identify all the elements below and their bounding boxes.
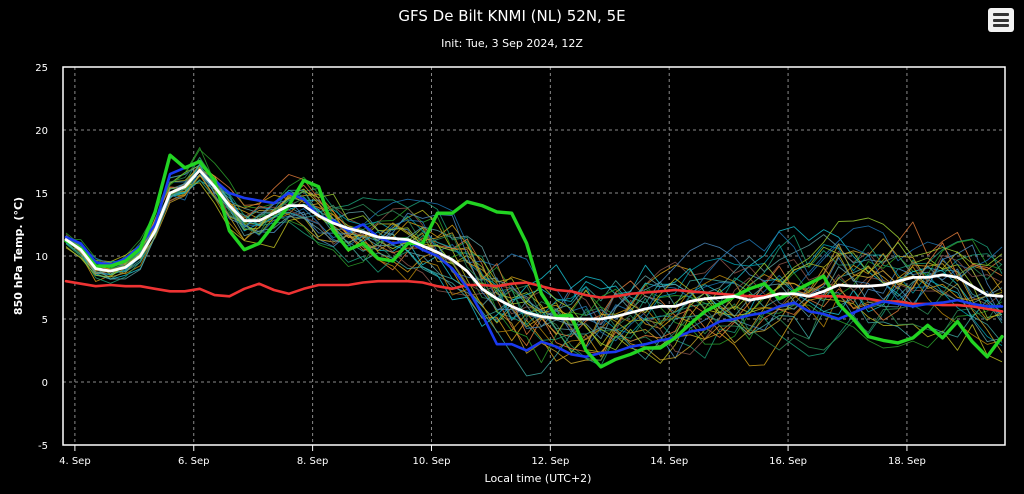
main-series — [64, 153, 1004, 369]
ensemble-mean-line — [64, 168, 1004, 321]
y-tick-label: 10 — [35, 252, 48, 263]
x-tick-label: 4. Sep — [59, 456, 91, 467]
y-tick-label: 5 — [42, 315, 48, 326]
x-tick-label: 8. Sep — [297, 456, 329, 467]
chart-subtitle: Init: Tue, 3 Sep 2024, 12Z — [441, 37, 583, 50]
x-tick-label: 6. Sep — [178, 456, 210, 467]
ensemble-member-line — [65, 182, 1003, 347]
chart-title: GFS De Bilt KNMI (NL) 52N, 5E — [398, 7, 625, 25]
ensemble-member-line — [65, 168, 1003, 367]
operational-line — [64, 153, 1004, 369]
x-axis: 4. Sep 6. Sep 8. Sep 10. Sep 12. Sep 14. Sep 1… — [59, 445, 926, 467]
y-tick-label: 0 — [42, 378, 48, 389]
x-tick-label: 18. Sep — [888, 456, 926, 467]
y-tick-label: 15 — [35, 189, 48, 200]
x-tick-label: 16. Sep — [769, 456, 807, 467]
y-axis: -5 0 5 10 15 20 25 — [35, 63, 48, 452]
y-tick-label: 25 — [35, 63, 48, 74]
y-tick-label: -5 — [38, 441, 48, 452]
y-tick-label: 20 — [35, 126, 48, 137]
climate-line — [64, 279, 1004, 313]
plot-area-border — [62, 66, 1006, 446]
x-tick-label: 14. Sep — [650, 456, 688, 467]
x-tick-label: 12. Sep — [531, 456, 569, 467]
y-axis-label: 850 hPa Temp. (°C) — [12, 197, 25, 315]
x-tick-label: 10. Sep — [413, 456, 451, 467]
x-axis-label: Local time (UTC+2) — [485, 472, 592, 485]
hamburger-menu-icon[interactable] — [988, 8, 1014, 32]
control-line — [64, 160, 1004, 359]
